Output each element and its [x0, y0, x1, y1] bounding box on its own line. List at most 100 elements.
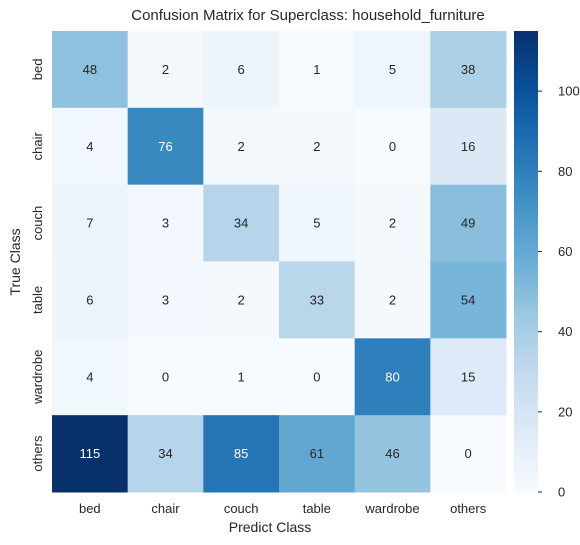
- heatmap-cell: [354, 415, 431, 493]
- cell-value-label: 15: [461, 369, 475, 384]
- cell-value-label: 54: [461, 292, 475, 307]
- y-tick-label: others: [30, 435, 45, 472]
- heatmap-cell: [127, 415, 204, 493]
- x-tick-label: chair: [151, 501, 180, 516]
- heatmap-cell: [127, 31, 204, 109]
- x-tick-label: wardrobe: [364, 501, 419, 516]
- cell-value-label: 0: [389, 139, 396, 154]
- heatmap-cell: [127, 184, 204, 262]
- heatmap-cell: [279, 107, 356, 186]
- cell-value-label: 7: [86, 216, 93, 231]
- colorbar-tick-label: 20: [558, 404, 572, 419]
- cell-value-label: 4: [86, 369, 93, 384]
- cell-value-label: 2: [238, 292, 245, 307]
- y-tick-label: table: [30, 286, 45, 314]
- cell-value-label: 0: [313, 369, 320, 384]
- cell-value-label: 1: [238, 369, 245, 384]
- cell-value-label: 76: [158, 139, 172, 154]
- heatmap-cell: [52, 415, 129, 493]
- heatmap-cell: [430, 184, 507, 262]
- x-tick-label: table: [303, 501, 331, 516]
- heatmap-cell: [430, 31, 507, 109]
- heatmap-cell: [279, 31, 356, 109]
- cell-value-label: 2: [389, 216, 396, 231]
- heatmap-cell: [279, 415, 356, 493]
- cell-value-label: 16: [461, 139, 475, 154]
- heatmap-cell: [279, 338, 356, 416]
- heatmap-cell: [203, 31, 280, 109]
- y-tick-label: wardrobe: [30, 350, 45, 405]
- heatmap-cell: [52, 31, 129, 109]
- cell-value-label: 2: [238, 139, 245, 154]
- heatmap-cell: [430, 338, 507, 416]
- cell-value-label: 1: [313, 62, 320, 77]
- x-axis-label: Predict Class: [229, 519, 311, 535]
- y-tick-label: bed: [30, 59, 45, 81]
- y-axis-label: True Class: [7, 228, 23, 295]
- x-tick-label: others: [450, 501, 487, 516]
- cell-value-label: 5: [389, 62, 396, 77]
- cell-value-label: 80: [385, 369, 399, 384]
- heatmap-cell: [354, 338, 431, 416]
- heatmap-cell: [354, 107, 431, 186]
- heatmap-cell: [430, 415, 507, 493]
- cell-value-label: 0: [465, 446, 472, 461]
- heatmap-cell: [52, 261, 129, 339]
- colorbar-tick-label: 80: [558, 164, 572, 179]
- cell-value-label: 4: [86, 139, 93, 154]
- cell-value-label: 46: [385, 446, 399, 461]
- cell-value-label: 2: [162, 62, 169, 77]
- heatmap-cell: [52, 338, 129, 416]
- heatmap-cell: [430, 261, 507, 339]
- cell-value-label: 34: [234, 216, 248, 231]
- x-tick-label: couch: [224, 501, 259, 516]
- cell-value-label: 6: [86, 292, 93, 307]
- heatmap-cells: [52, 31, 507, 493]
- heatmap-cell: [354, 31, 431, 109]
- heatmap-cell: [430, 107, 507, 186]
- cell-value-label: 5: [313, 216, 320, 231]
- cell-value-label: 48: [83, 62, 97, 77]
- heatmap-cell: [52, 107, 129, 186]
- y-tick-label: chair: [30, 131, 45, 160]
- colorbar-tick-label: 0: [558, 485, 565, 500]
- cell-value-label: 3: [162, 292, 169, 307]
- x-tick-label: bed: [79, 501, 101, 516]
- cell-value-label: 33: [310, 292, 324, 307]
- colorbar-tick-labels: 0 20 40 60 80 100: [538, 84, 580, 500]
- colorbar-tick-label: 100: [558, 84, 580, 99]
- heatmap-cell: [354, 184, 431, 262]
- heatmap-cell: [203, 338, 280, 416]
- cell-value-label: 2: [389, 292, 396, 307]
- cell-value-label: 2: [313, 139, 320, 154]
- heatmap-cell: [203, 415, 280, 493]
- cell-value-label: 38: [461, 62, 475, 77]
- x-axis-tick-labels: bed chair couch table wardrobe others: [79, 501, 487, 516]
- heatmap-cell: [203, 184, 280, 262]
- y-axis-tick-labels: bed chair couch table wardrobe others: [30, 59, 45, 472]
- heatmap-cell: [203, 261, 280, 339]
- cell-value-label: 115: [79, 446, 100, 461]
- heatmap-cell: [127, 338, 204, 416]
- cell-value-label: 49: [461, 216, 475, 231]
- cell-value-label: 3: [162, 216, 169, 231]
- cell-value-label: 85: [234, 446, 248, 461]
- colorbar-tick-label: 40: [558, 324, 572, 339]
- heatmap-cell-labels: 48 2 6 1 5 384 76 2 2 0 167 3 34 5 2 496 3 2 33 2 544 0 1 0 80 15…: [79, 62, 475, 461]
- heatmap-cell: [279, 261, 356, 339]
- colorbar: [514, 31, 538, 492]
- heatmap-cell: [52, 184, 129, 262]
- heatmap-cell: [127, 261, 204, 339]
- heatmap-cell: [203, 107, 280, 186]
- colorbar-tick-label: 60: [558, 244, 572, 259]
- y-tick-label: couch: [30, 206, 45, 241]
- cell-value-label: 61: [310, 446, 324, 461]
- chart-title: Confusion Matrix for Superclass: househo…: [131, 7, 485, 24]
- heatmap-cell: [127, 107, 204, 186]
- cell-value-label: 6: [238, 62, 245, 77]
- cell-value-label: 0: [162, 369, 169, 384]
- heatmap-cell: [279, 184, 356, 262]
- heatmap-cell: [354, 261, 431, 339]
- cell-value-label: 34: [158, 446, 172, 461]
